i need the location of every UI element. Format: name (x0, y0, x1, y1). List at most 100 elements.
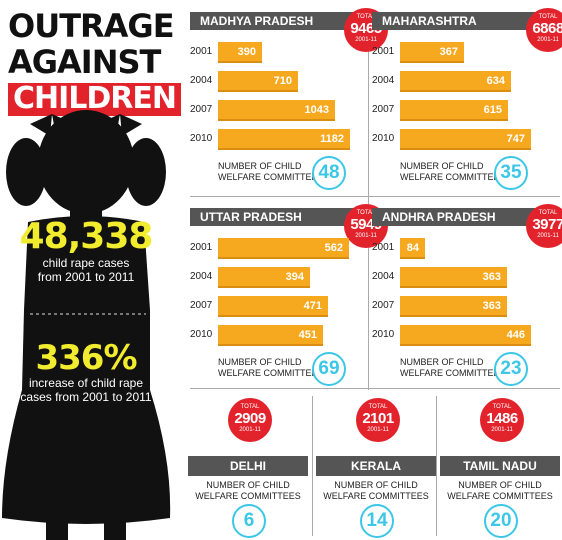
welfare-label-line-2: WELFARE COMMITTEES (218, 172, 324, 182)
welfare-committees-count: 6 (232, 504, 266, 538)
headline-line-1: OUTRAGE (8, 7, 175, 45)
welfare-committees-count: 14 (360, 504, 394, 538)
total-circle: TOTAL 6868 2001-11 (526, 8, 562, 52)
bar-value-label: 363 (482, 300, 501, 312)
stat-cases-value: 48,338 (19, 216, 154, 257)
total-label: TOTAL (356, 14, 376, 20)
bar: 363 (400, 296, 507, 317)
state-name: DELHI (188, 456, 308, 476)
bar-year-label: 2007 (190, 300, 213, 311)
divider-vertical (368, 10, 369, 390)
bar-value-label: 710 (273, 75, 292, 87)
stat-increase-text-1: increase of child rape (28, 376, 144, 390)
total-label: TOTAL (492, 404, 512, 410)
welfare-label-line-1: NUMBER OF CHILD (206, 480, 290, 490)
total-circle: TOTAL 3977 2001-11 (526, 204, 562, 248)
welfare-committees-label: NUMBER OF CHILD WELFARE COMMITTEES (218, 357, 324, 379)
bar-year-label: 2010 (190, 133, 213, 144)
headline-line-2: AGAINST (8, 43, 161, 81)
bar-value-label: 634 (486, 75, 505, 87)
bar-year-label: 2007 (190, 104, 213, 115)
bar-year-label: 2001 (372, 46, 395, 57)
bar: 390 (218, 42, 262, 63)
welfare-committees-count: 20 (484, 504, 518, 538)
welfare-label-line-2: WELFARE COMMITTEES (447, 491, 553, 501)
bar: 747 (400, 129, 531, 150)
welfare-committees-label: NUMBER OF CHILD WELFARE COMMITTEES (188, 480, 308, 502)
bar: 451 (218, 325, 323, 346)
total-circle: TOTAL 1486 2001-11 (480, 398, 524, 442)
total-value: 6868 (532, 20, 562, 37)
bar: 367 (400, 42, 464, 63)
headline-highlight: CHILDREN (8, 83, 182, 116)
total-value: 3977 (532, 216, 562, 233)
bar-value-label: 390 (237, 46, 256, 58)
bar-year-label: 2001 (190, 46, 213, 57)
welfare-committees-label: NUMBER OF CHILD WELFARE COMMITTEES (400, 357, 506, 379)
headline: OUTRAGE AGAINST CHILDREN (8, 7, 182, 116)
bar-year-label: 2007 (372, 104, 395, 115)
stat-cases-text-2: from 2001 to 2011 (37, 270, 135, 284)
bar-year-label: 2004 (372, 271, 395, 282)
total-circle: TOTAL 2909 2001-11 (228, 398, 272, 442)
welfare-label-line-1: NUMBER OF CHILD (458, 480, 542, 490)
welfare-committees-count: 35 (494, 156, 528, 190)
welfare-label-line-1: NUMBER OF CHILD (218, 161, 302, 171)
total-label: TOTAL (538, 14, 558, 20)
bar-value-label: 562 (324, 242, 343, 254)
stat-cases-text-1: child rape cases (42, 256, 130, 270)
welfare-label-line-1: NUMBER OF CHILD (218, 357, 302, 367)
total-value: 2101 (362, 410, 394, 427)
state-name: KERALA (316, 456, 436, 476)
bar-value-label: 615 (483, 104, 502, 116)
total-period: 2001-11 (239, 427, 261, 433)
bar: 363 (400, 267, 507, 288)
divider-bottom-1 (312, 396, 313, 536)
welfare-label-line-2: WELFARE COMMITTEES (323, 491, 429, 501)
bar-value-label: 1182 (320, 133, 344, 145)
bar-year-label: 2004 (372, 75, 395, 86)
bar: 710 (218, 71, 298, 92)
welfare-committees-label: NUMBER OF CHILD WELFARE COMMITTEES (440, 480, 560, 502)
welfare-label-line-2: WELFARE COMMITTEES (218, 368, 324, 378)
welfare-committees-count: 69 (312, 352, 346, 386)
divider-bottom-2 (436, 396, 437, 536)
welfare-label-line-2: WELFARE COMMITTEES (195, 491, 301, 501)
state-name: UTTAR PRADESH (190, 208, 360, 226)
bar-year-label: 2004 (190, 75, 213, 86)
bar-value-label: 471 (303, 300, 322, 312)
bar-year-label: 2001 (372, 242, 395, 253)
welfare-label-line-2: WELFARE COMMITTEES (400, 368, 506, 378)
girl-silhouette-icon (2, 110, 171, 540)
welfare-committees-count: 23 (494, 352, 528, 386)
stat-increase: 336% increase of child rape cases from 2… (2, 340, 170, 404)
welfare-label-line-2: WELFARE COMMITTEES (400, 172, 506, 182)
total-period: 2001-11 (355, 233, 377, 239)
welfare-label-line-1: NUMBER OF CHILD (334, 480, 418, 490)
bar: 1043 (218, 100, 335, 121)
bar-year-label: 2007 (372, 300, 395, 311)
total-circle: TOTAL 2101 2001-11 (356, 398, 400, 442)
total-value: 2909 (234, 410, 266, 427)
divider-horizontal-1 (190, 196, 560, 197)
welfare-committees-label: NUMBER OF CHILD WELFARE COMMITTEES (400, 161, 506, 183)
welfare-committees-label: NUMBER OF CHILD WELFARE COMMITTEES (316, 480, 436, 502)
stat-cases: 48,338 child rape cases from 2001 to 201… (2, 216, 170, 285)
welfare-label-line-1: NUMBER OF CHILD (400, 357, 484, 367)
bar-value-label: 367 (439, 46, 458, 58)
bar: 84 (400, 238, 425, 259)
bar-year-label: 2010 (190, 329, 213, 340)
welfare-label-line-1: NUMBER OF CHILD (400, 161, 484, 171)
welfare-committees-count: 48 (312, 156, 346, 190)
bar: 1182 (218, 129, 350, 150)
total-period: 2001-11 (367, 427, 389, 433)
total-period: 2001-11 (537, 233, 559, 239)
stat-increase-text-2: cases from 2001 to 2011 (20, 390, 152, 404)
bar-year-label: 2004 (190, 271, 213, 282)
bar-value-label: 363 (482, 271, 501, 283)
total-period: 2001-11 (491, 427, 513, 433)
bar-value-label: 747 (506, 133, 525, 145)
total-period: 2001-11 (537, 37, 559, 43)
state-name: MAHARASHTRA (372, 12, 542, 30)
total-period: 2001-11 (355, 37, 377, 43)
